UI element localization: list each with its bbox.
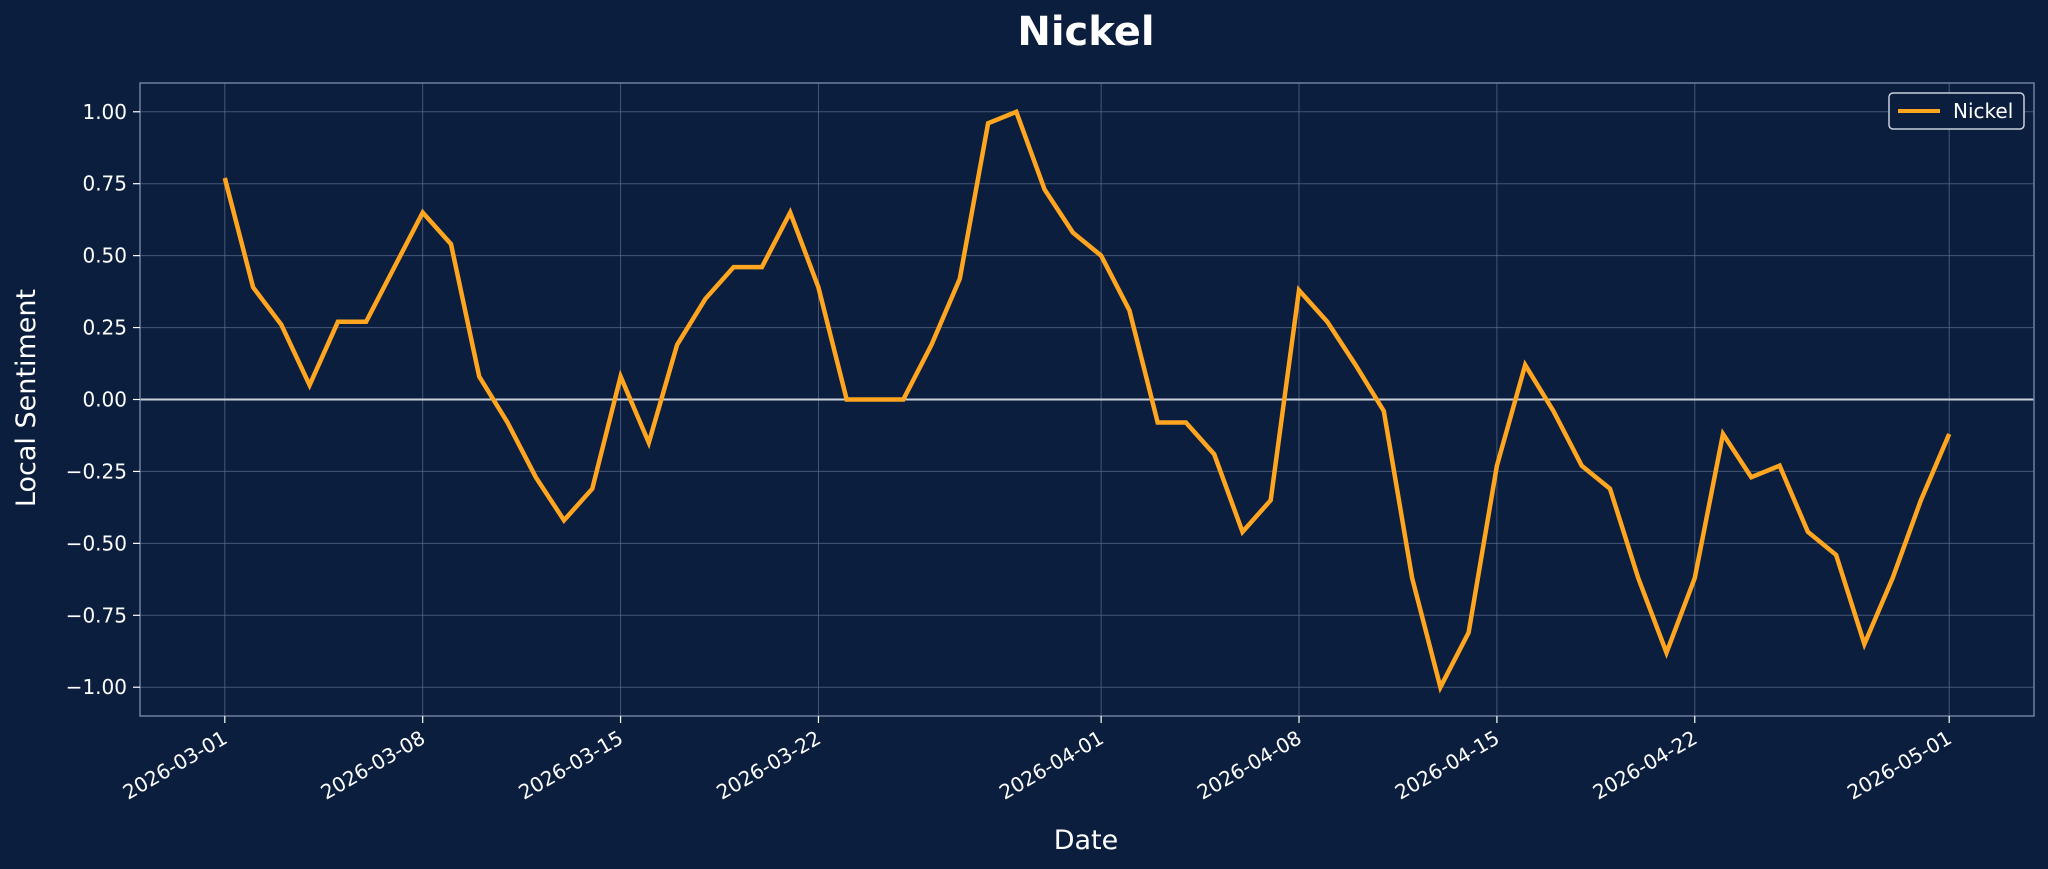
chart-title: Nickel — [1017, 9, 1154, 55]
plot-area — [139, 82, 2035, 717]
series-line-nickel — [222, 108, 1952, 694]
legend-box — [1888, 92, 2025, 130]
y-tick-label: −0.25 — [66, 459, 127, 483]
y-tick-label: 0.25 — [82, 316, 127, 340]
y-tick-label: 0.00 — [82, 388, 127, 412]
legend-label-nickel: Nickel — [1953, 99, 2013, 123]
legend[interactable]: Nickel — [1888, 92, 2025, 130]
y-tick-label: −0.75 — [66, 603, 127, 627]
series-layer — [222, 108, 1952, 694]
y-tick-label: −1.00 — [66, 675, 127, 699]
y-axis-label: Local Sentiment — [11, 289, 42, 507]
y-tick-label: 1.00 — [82, 100, 127, 124]
x-axis-label: Date — [1054, 825, 1119, 856]
y-tick-label: 0.75 — [82, 172, 127, 196]
y-axis-ticks: 1.00 0.75 0.50 0.25 0.00 −0.25 −0.50 −0.75 −1.00 — [66, 100, 140, 699]
y-tick-label: −0.50 — [66, 531, 127, 555]
y-tick-label: 0.50 — [82, 244, 127, 268]
